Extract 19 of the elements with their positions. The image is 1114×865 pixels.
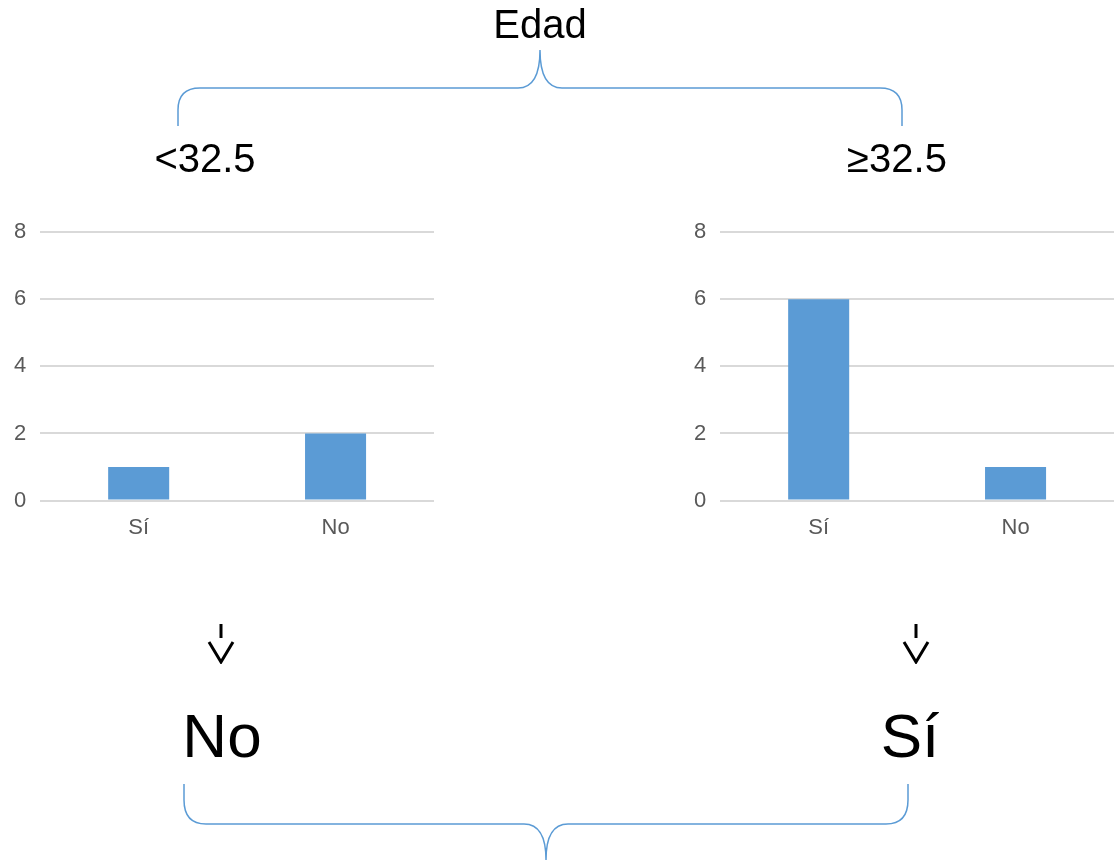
x-tick-label: No [321, 513, 350, 539]
y-tick-label: 0 [13, 486, 27, 512]
y-tick-label: 2 [693, 419, 707, 445]
chart-title: <32.5 [153, 136, 257, 181]
chart-title: ≥32.5 [846, 136, 948, 181]
y-tick-label: 4 [13, 352, 27, 378]
text: Sí [879, 700, 941, 771]
y-tick-label: 8 [693, 218, 707, 244]
y-tick-label: 8 [13, 218, 27, 244]
text: No [181, 700, 263, 771]
text: Edad [492, 2, 588, 47]
y-tick-label: 0 [693, 486, 707, 512]
y-tick-label: 6 [693, 285, 707, 311]
x-tick-label: No [1001, 513, 1030, 539]
y-tick-label: 4 [693, 352, 707, 378]
y-tick-label: 6 [13, 285, 27, 311]
x-tick-label: Sí [808, 513, 830, 539]
y-tick-label: 2 [13, 419, 27, 445]
x-tick-label: Sí [128, 513, 150, 539]
